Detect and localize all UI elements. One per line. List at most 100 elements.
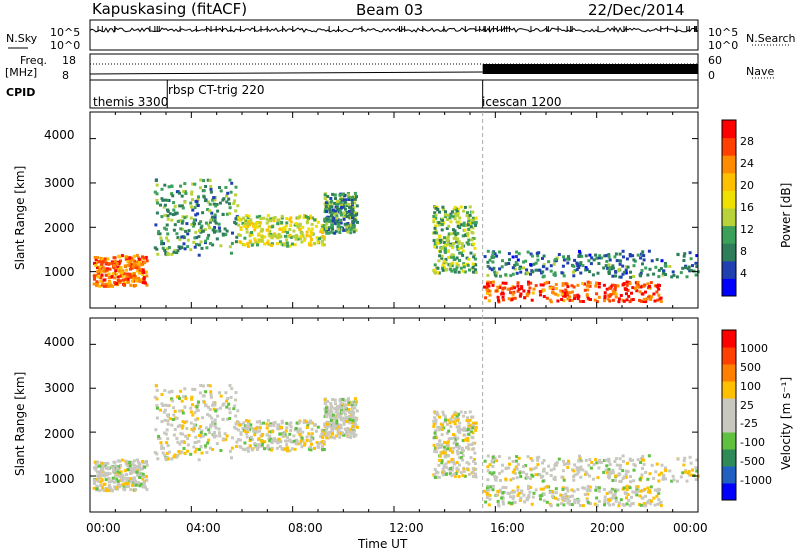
velocity-cell [447,460,451,464]
power-cell [351,207,354,211]
velocity-cell [663,468,667,472]
velocity-cell [170,457,174,461]
velocity-cell [121,482,125,486]
power-cell [247,220,250,224]
velocity-cell [213,418,217,422]
velocity-cell [118,483,122,487]
power-cell [269,217,273,221]
power-cell [522,266,525,270]
power-cell [694,273,698,277]
velocity-cell [219,449,223,452]
power-cell [323,193,327,197]
velocity-cell [491,465,495,468]
power-cell [474,223,478,227]
velocity-cell [562,463,566,466]
power-cell [556,299,560,303]
power-cell [568,291,572,295]
velocity-cell [611,471,615,475]
power-cell [345,215,349,218]
velocity-cell [230,387,234,391]
velocity-cell [308,447,312,451]
power-cell [348,213,352,217]
velocity-cell [572,478,576,482]
velocity-cell [255,420,259,424]
velocity-cell [172,406,176,410]
velocity-cell [180,440,184,444]
velocity-cell [457,451,461,455]
power-cell [440,256,444,260]
power-cell [609,285,613,289]
velocity-cell [621,469,625,473]
power-cell [175,190,179,194]
velocity-cell [206,441,210,445]
velocity-cell [107,489,111,493]
velocity-cell [116,479,120,483]
velocity-cell [115,486,119,490]
velocity-cell [324,434,328,438]
power-cell [585,268,589,272]
velocity-cell [329,435,333,439]
velocity-cell [616,488,620,492]
power-cell [343,200,347,204]
nave-tick-top: 60 [708,54,722,67]
power-cell [648,284,651,288]
velocity-cell [455,442,459,446]
velocity-cell [470,443,474,446]
velocity-cell [180,450,184,454]
power-cell [442,259,446,263]
power-cell [445,227,449,230]
velocity-cell [186,449,190,453]
power-cell [199,220,203,224]
velocity-cell [347,403,351,407]
power-cell [294,222,298,225]
velocity-cell [309,419,313,423]
velocity-cell [236,409,240,413]
velocity-cell [324,410,328,414]
power-cell [488,289,492,293]
power-cell [598,254,602,258]
power-cell [212,202,216,206]
velocity-cell [280,426,284,429]
power-cell [323,197,327,200]
power-cell [468,221,472,225]
velocity-colorbar-swatch [722,449,736,467]
power-cell [306,216,310,219]
velocity-cell [125,460,129,464]
power-cell [483,285,486,289]
power-cell [189,248,193,252]
velocity-cell [276,427,280,430]
velocity-ytick-1000: 1000 [44,472,75,486]
nsky-right-tick-bottom: 10^0 [708,39,739,52]
power-cell [614,252,618,256]
velocity-cell [571,494,574,498]
power-cell [352,230,356,234]
velocity-cell [191,403,194,407]
power-cell [183,200,187,204]
xtick-4: 16:00 [490,521,525,535]
power-cell [560,271,564,275]
velocity-cell [95,465,99,469]
power-cell [335,214,339,218]
velocity-cell [309,439,313,443]
velocity-cell [243,441,247,445]
velocity-cell [294,442,298,446]
power-cell [208,220,212,224]
velocity-cell [452,413,456,417]
velocity-cell [462,414,466,418]
velocity-cell [438,454,442,458]
power-cell [549,269,553,273]
velocity-cell [588,485,592,489]
power-cell [473,268,477,272]
velocity-cell [614,499,618,503]
velocity-colorbar-swatch [722,466,736,484]
freq-trace [89,71,483,75]
power-cell [631,298,635,301]
power-cell [206,208,210,211]
power-cell [343,207,347,211]
power-cell [632,264,636,268]
power-cell [452,231,456,235]
power-cell [100,281,104,285]
power-cell [486,249,490,253]
power-cell [213,213,217,217]
velocity-colorbar-frame [721,329,737,501]
